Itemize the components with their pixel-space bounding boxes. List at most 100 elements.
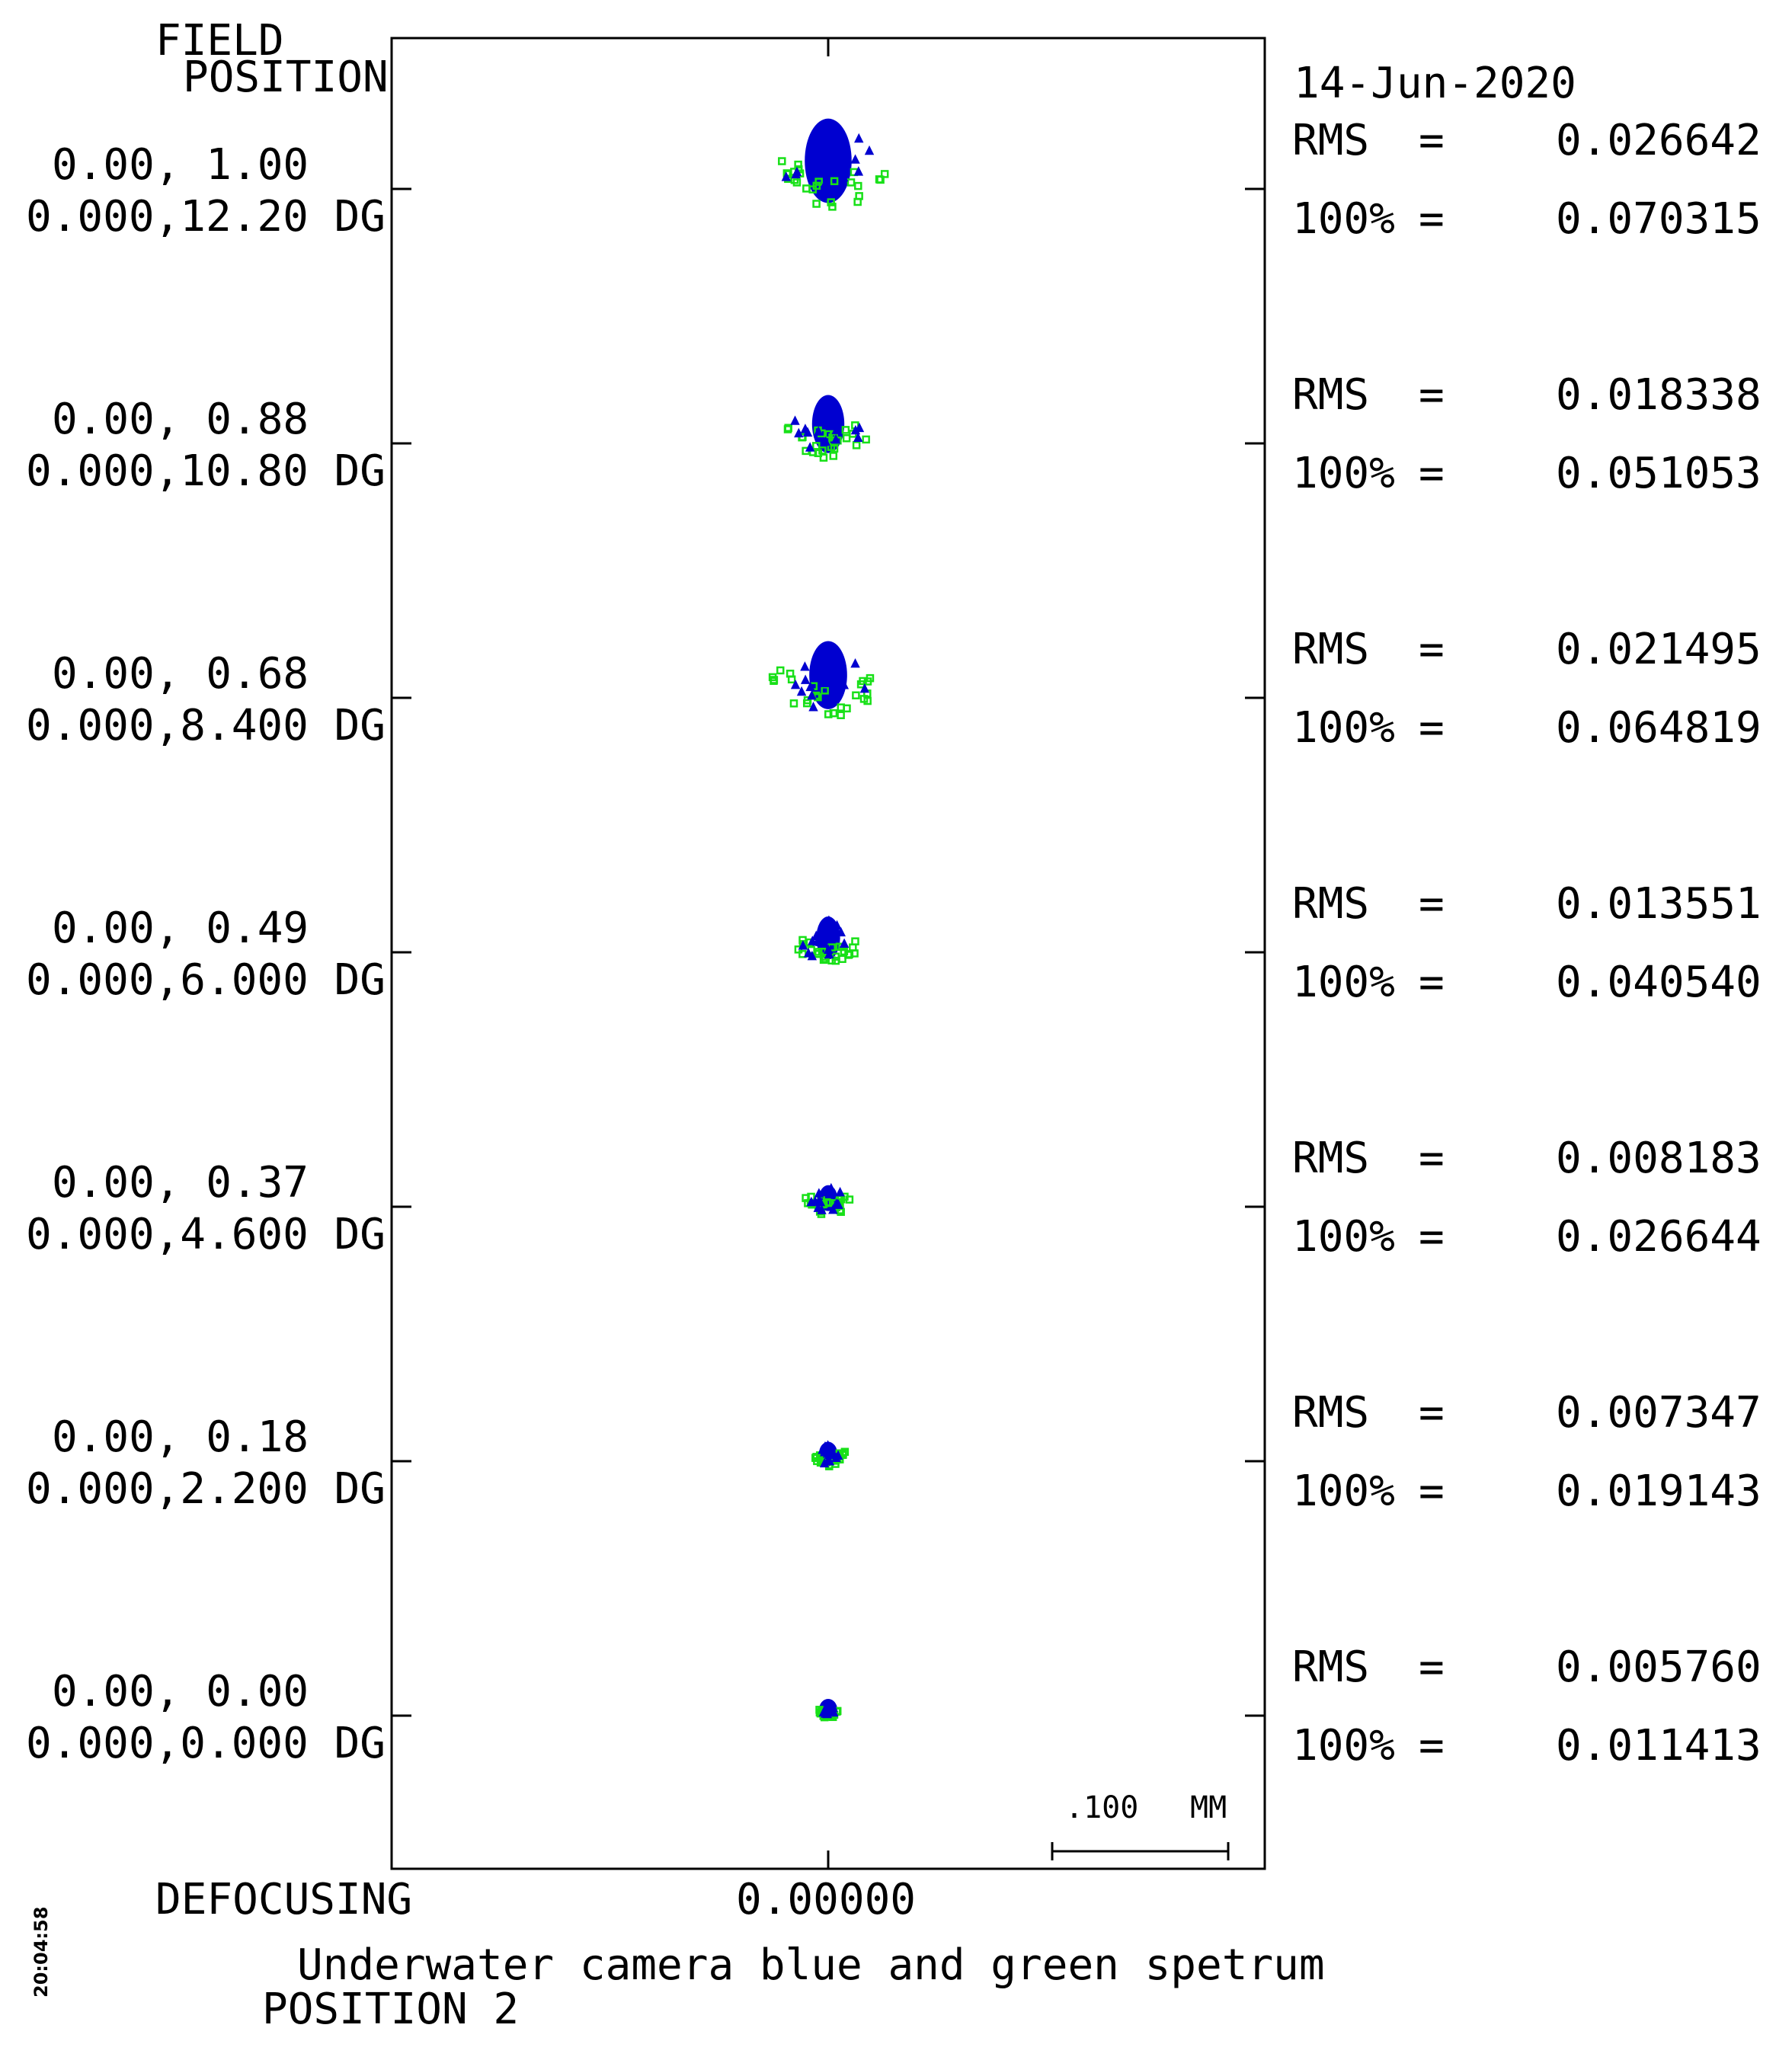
spot-point-blue (839, 938, 850, 948)
percent-equals: = (1419, 958, 1445, 1007)
spot-point-green (819, 453, 828, 462)
spot-point-green (812, 200, 821, 208)
rms-label: RMS (1292, 1134, 1369, 1183)
field-relative-label: 0.00, 0.18 (52, 1412, 309, 1462)
spot-cloud (783, 395, 870, 462)
spot-point-green (786, 670, 795, 678)
spot-point-blue (835, 667, 845, 677)
spot-point-green (776, 666, 785, 675)
spot-point-blue (822, 132, 833, 142)
spot-point-green (843, 704, 851, 713)
header-field: FIELD (155, 16, 284, 66)
percent-label: 100% (1292, 1721, 1395, 1771)
spot-point-blue (838, 171, 849, 182)
spot-point-blue (864, 145, 875, 155)
percent-equals: = (1419, 703, 1445, 753)
percent-equals: = (1419, 1212, 1445, 1262)
rms-value: 0.013551 (1556, 879, 1762, 929)
spot-point-blue (823, 1455, 833, 1465)
spot-point-blue (807, 689, 817, 700)
percent-value: 0.026644 (1556, 1212, 1762, 1262)
spot-point-blue (814, 1188, 824, 1198)
spot-point-blue (850, 424, 861, 435)
rms-label: RMS (1292, 625, 1369, 674)
spot-cloud (794, 915, 859, 965)
spot-cloud (768, 641, 875, 719)
spot-point-green (852, 441, 861, 449)
field-relative-label: 0.00, 0.68 (52, 649, 309, 699)
spot-point-blue (818, 401, 827, 411)
rms-value: 0.026642 (1556, 116, 1762, 165)
spot-point-green (863, 677, 872, 686)
spot-point-blue (824, 915, 834, 925)
spot-point-blue (820, 1447, 830, 1457)
spot-point-blue (850, 657, 860, 668)
field-angle-label: 0.000,4.600 DG (26, 1210, 386, 1259)
rms-equals: = (1419, 879, 1445, 929)
spot-point-blue (835, 1186, 845, 1197)
spot-point-green (819, 955, 828, 964)
spot-point-green (768, 673, 777, 682)
spot-point-blue (792, 166, 802, 177)
spot-point-blue (824, 948, 834, 959)
spot-point-blue (834, 1199, 843, 1209)
spot-point-green (842, 433, 851, 443)
percent-value: 0.070315 (1556, 194, 1762, 244)
chart-subtitle: POSITION 2 (262, 1985, 519, 2034)
spot-cloud (802, 1182, 854, 1218)
spot-point-green (854, 181, 862, 190)
timestamp: 20:04:58 (30, 1907, 52, 1998)
spot-point-green (859, 677, 867, 686)
field-relative-label: 0.00, 1.00 (52, 140, 309, 190)
rms-value: 0.018338 (1556, 370, 1762, 420)
header-position: POSITION (183, 53, 389, 102)
spot-point-blue (809, 162, 819, 173)
spot-cloud (778, 118, 889, 211)
percent-label: 100% (1292, 449, 1395, 498)
spot-point-blue (802, 427, 813, 437)
spot-point-green (824, 430, 834, 439)
spot-point-blue (796, 686, 807, 696)
defocusing-label: DEFOCUSING (155, 1875, 412, 1924)
spot-point-blue (833, 1450, 843, 1460)
rms-value: 0.005760 (1556, 1643, 1762, 1692)
percent-value: 0.040540 (1556, 958, 1762, 1007)
field-relative-label: 0.00, 0.88 (52, 395, 309, 444)
rms-equals: = (1419, 116, 1445, 165)
percent-value: 0.019143 (1556, 1467, 1762, 1516)
spot-point-blue (813, 426, 824, 436)
field-group: 0.00, 0.180.000,2.200 DG RMS = 0.007347 100%… (26, 1388, 1762, 1516)
spot-point-blue (830, 433, 841, 444)
spot-point-green (827, 443, 836, 451)
scale-bar-value: .100 (1065, 1790, 1138, 1825)
spot-point-green (827, 198, 835, 206)
percent-equals: = (1419, 1721, 1445, 1771)
spot-point-blue (820, 1441, 830, 1451)
spot-point-blue (800, 661, 810, 671)
rms-equals: = (1419, 1388, 1445, 1438)
field-angle-label: 0.000,0.000 DG (26, 1719, 386, 1768)
spot-point-blue (850, 154, 860, 164)
spot-point-green (818, 446, 827, 455)
rms-value: 0.021495 (1556, 625, 1762, 674)
spot-point-green (859, 695, 869, 703)
spot-point-green (778, 157, 786, 165)
spot-point-green (845, 1195, 854, 1204)
spot-point-green (828, 203, 837, 211)
spot-cloud (815, 1699, 842, 1722)
spot-point-green (862, 435, 870, 444)
spot-point-green (824, 710, 833, 718)
spot-point-blue (813, 1202, 823, 1212)
spot-point-blue (854, 133, 864, 143)
rms-label: RMS (1292, 879, 1369, 929)
field-group: 0.00, 0.680.000,8.400 DG RMS = 0.021495 100%… (26, 625, 1762, 753)
field-angle-label: 0.000,6.000 DG (26, 955, 386, 1005)
field-group: 0.00, 0.370.000,4.600 DG RMS = 0.008183 100%… (26, 1134, 1762, 1262)
percent-value: 0.051053 (1556, 449, 1762, 498)
rms-label: RMS (1292, 370, 1369, 420)
defocusing-value: 0.00000 (736, 1875, 916, 1924)
field-angle-label: 0.000,12.20 DG (26, 192, 386, 242)
spot-point-green (814, 949, 822, 958)
rms-equals: = (1419, 1643, 1445, 1692)
spot-point-green (838, 955, 846, 963)
